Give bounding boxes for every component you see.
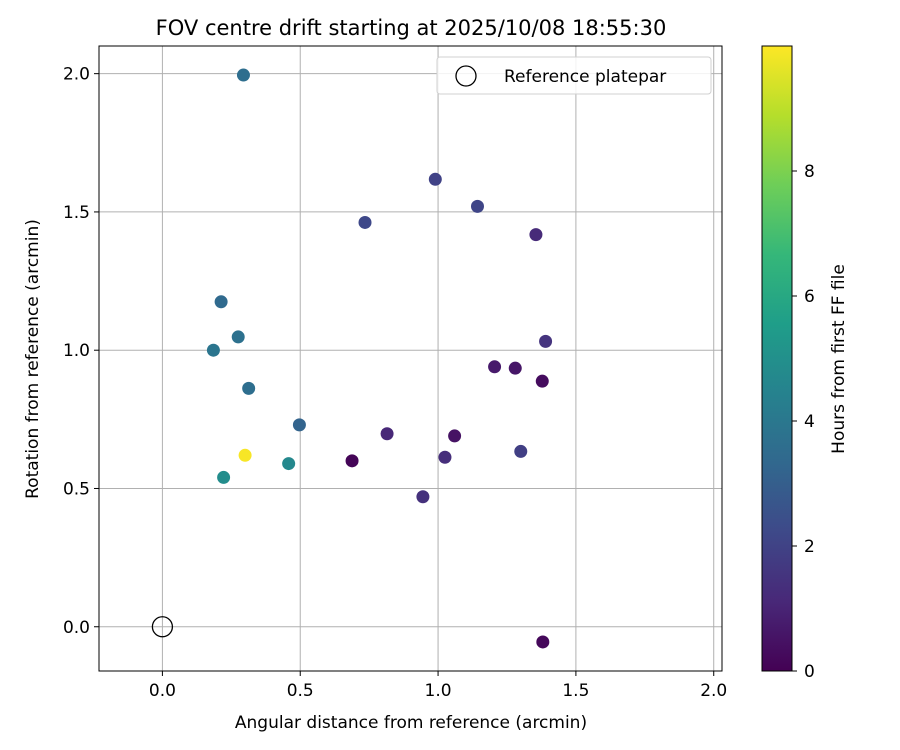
colorbar-tick-label: 8 [804, 162, 815, 182]
x-tick-label: 0.0 [149, 681, 176, 701]
y-axis-label: Rotation from reference (arcmin) [23, 219, 43, 499]
colorbar-label: Hours from first FF file [829, 264, 849, 454]
data-point [217, 470, 231, 484]
data-point [236, 68, 250, 82]
plot-frame [98, 45, 723, 672]
data-point [345, 454, 359, 468]
data-point [242, 381, 256, 395]
data-point [292, 418, 306, 432]
chart-title: FOV centre drift starting at 2025/10/08 … [156, 16, 667, 40]
x-tick-label: 0.5 [287, 681, 314, 701]
data-point [231, 330, 245, 344]
colorbar-tick-label: 6 [804, 287, 815, 307]
data-point [428, 172, 442, 186]
x-tick-label: 2.0 [700, 681, 727, 701]
data-point [416, 490, 430, 504]
data-point [438, 450, 452, 464]
y-tick-label: 0.0 [63, 618, 90, 638]
data-point [358, 215, 372, 229]
colorbar-gradient [762, 46, 792, 671]
data-point [508, 361, 522, 375]
data-point [488, 360, 502, 374]
y-axis-ticks: 0.0 0.5 1.0 1.5 2.0 [63, 65, 99, 638]
data-point [470, 199, 484, 213]
reference-platepar-marker [151, 616, 174, 638]
data-point [514, 444, 528, 458]
colorbar: 0 2 4 6 8 Hours from first FF file [761, 45, 849, 682]
x-axis-label: Angular distance from reference (arcmin) [235, 713, 587, 733]
data-points [206, 68, 553, 649]
colorbar-tick-label: 2 [804, 537, 815, 557]
legend-entry-label: Reference platepar [504, 67, 666, 87]
data-point [380, 427, 394, 441]
reference-point [151, 616, 174, 638]
legend-marker-ring-icon [455, 65, 477, 87]
data-point [282, 457, 296, 471]
legend-box [436, 56, 712, 95]
x-axis-ticks: 0.0 0.5 1.0 1.5 2.0 [149, 671, 727, 701]
colorbar-tick-label: 4 [804, 412, 815, 432]
data-point [535, 374, 549, 388]
data-point [536, 635, 550, 649]
colorbar-tick-label: 0 [804, 662, 815, 682]
y-tick-label: 2.0 [63, 65, 90, 85]
y-tick-label: 1.5 [63, 203, 90, 223]
colorbar-frame [761, 45, 793, 672]
data-point [214, 295, 228, 309]
y-tick-label: 1.0 [63, 341, 90, 361]
x-tick-label: 1.0 [425, 681, 452, 701]
data-point [529, 228, 543, 242]
x-tick-label: 1.5 [562, 681, 589, 701]
grid [99, 46, 722, 671]
data-point [539, 334, 553, 348]
data-point [448, 429, 462, 443]
data-point [238, 448, 252, 462]
colorbar-ticks: 0 2 4 6 8 [792, 162, 815, 682]
y-tick-label: 0.5 [63, 479, 90, 499]
legend: Reference platepar [436, 56, 712, 95]
data-point [206, 343, 220, 357]
